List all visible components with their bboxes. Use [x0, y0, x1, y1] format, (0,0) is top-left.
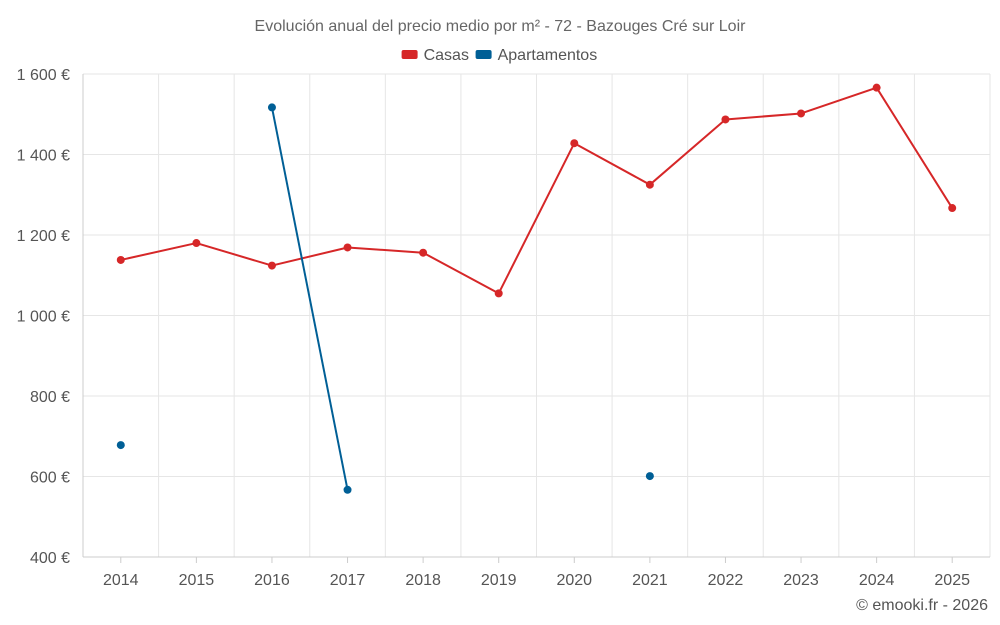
legend-label: Apartamentos: [498, 47, 598, 64]
legend-label: Casas: [424, 47, 469, 64]
x-tick-label: 2022: [708, 572, 744, 589]
data-point-casas: [948, 204, 957, 213]
y-tick-label: 600 €: [30, 470, 70, 487]
y-tick-label: 800 €: [30, 389, 70, 406]
data-point-casas: [797, 109, 806, 118]
x-tick-label: 2015: [179, 572, 215, 589]
data-point-apartamentos: [267, 103, 276, 112]
y-tick-label: 1 600 €: [17, 67, 70, 84]
data-point-casas: [872, 83, 881, 92]
y-tick-label: 1 000 €: [17, 309, 70, 326]
grid: [82, 73, 991, 557]
data-point-apartamentos: [645, 472, 654, 481]
x-tick-label: 2019: [481, 572, 517, 589]
x-tick-label: 2025: [934, 572, 970, 589]
series-line-casas: [120, 86, 954, 295]
data-point-casas: [343, 243, 352, 252]
axes: 400 € 600 € 800 € 1 000 € 1 200 € 1 400 € 1 60…: [17, 67, 990, 589]
data-point-apartamentos: [343, 485, 352, 494]
data-point-casas: [721, 115, 730, 124]
data-point-casas: [570, 139, 579, 148]
y-tick-label: 1 400 €: [17, 148, 70, 165]
series-casas: [116, 83, 957, 298]
series-line-apartamentos: [270, 107, 349, 490]
data-point-casas: [494, 289, 503, 298]
data-point-casas: [192, 239, 201, 248]
series-apartamentos: [116, 103, 654, 494]
x-tick-label: 2021: [632, 572, 668, 589]
y-tick-label: 1 200 €: [17, 228, 70, 245]
x-tick-label: 2017: [330, 572, 366, 589]
x-tick-label: 2023: [783, 572, 819, 589]
x-tick-label: 2020: [556, 572, 592, 589]
legend-item-casas: Casas: [401, 47, 469, 64]
data-point-casas: [645, 180, 654, 189]
x-tick-label: 2014: [103, 572, 139, 589]
series-layer: [116, 83, 957, 494]
data-point-casas: [116, 255, 125, 264]
legend-swatch: [475, 50, 492, 59]
data-point-casas: [267, 261, 276, 270]
legend-swatch: [401, 50, 418, 59]
data-point-casas: [419, 248, 428, 257]
x-tick-label: 2018: [405, 572, 441, 589]
x-tick-label: 2024: [859, 572, 895, 589]
y-tick-label: 400 €: [30, 550, 70, 567]
data-point-apartamentos: [116, 441, 125, 450]
credit-text: © emooki.fr - 2026: [856, 597, 988, 614]
x-tick-label: 2016: [254, 572, 290, 589]
chart-title: Evolución anual del precio medio por m² …: [255, 18, 747, 35]
legend: Casas Apartamentos: [401, 47, 598, 64]
legend-item-apartamentos: Apartamentos: [475, 47, 598, 64]
